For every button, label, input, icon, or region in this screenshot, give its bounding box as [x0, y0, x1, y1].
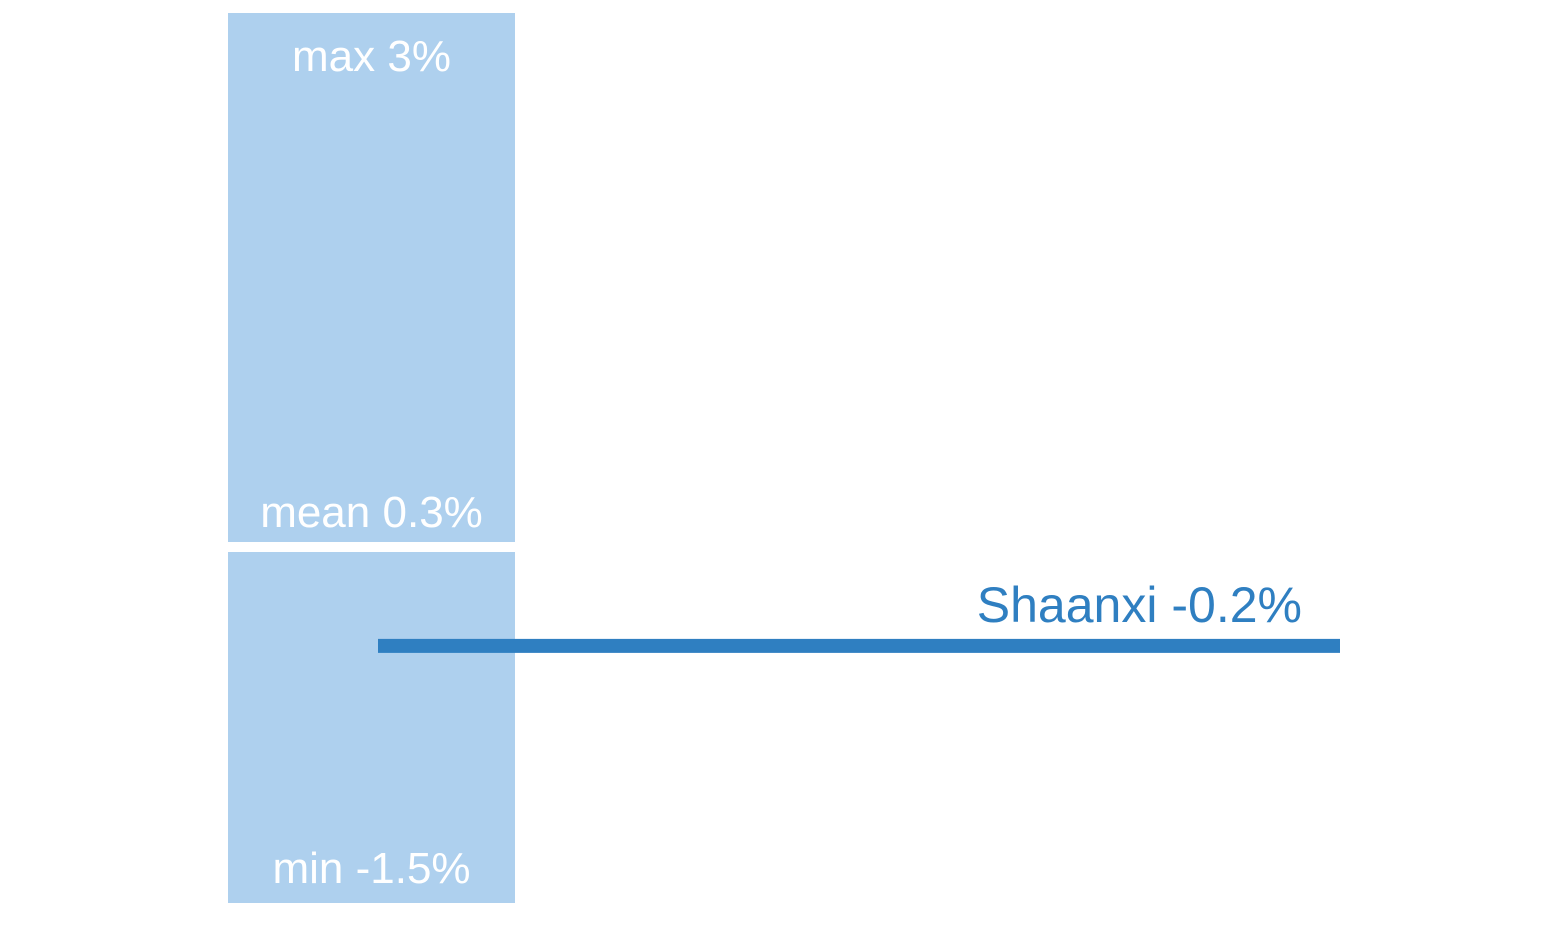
series-name: Shaanxi — [977, 577, 1158, 633]
max-label: max 3% — [292, 32, 451, 81]
max-label-name: max — [292, 32, 375, 81]
min-label-name: min — [272, 844, 343, 893]
series-value: -0.2% — [1171, 577, 1302, 633]
min-label: min -1.5% — [272, 844, 470, 893]
mean-label-value: 0.3% — [383, 488, 483, 537]
value-line — [378, 638, 1340, 653]
min-label-value: -1.5% — [356, 844, 471, 893]
max-label-value: 3% — [387, 32, 451, 81]
range-lower — [228, 552, 515, 903]
mean-label: mean 0.3% — [260, 488, 483, 537]
range-upper — [228, 13, 515, 542]
value-label: Shaanxi -0.2% — [977, 577, 1302, 633]
mean-label-name: mean — [260, 488, 370, 537]
